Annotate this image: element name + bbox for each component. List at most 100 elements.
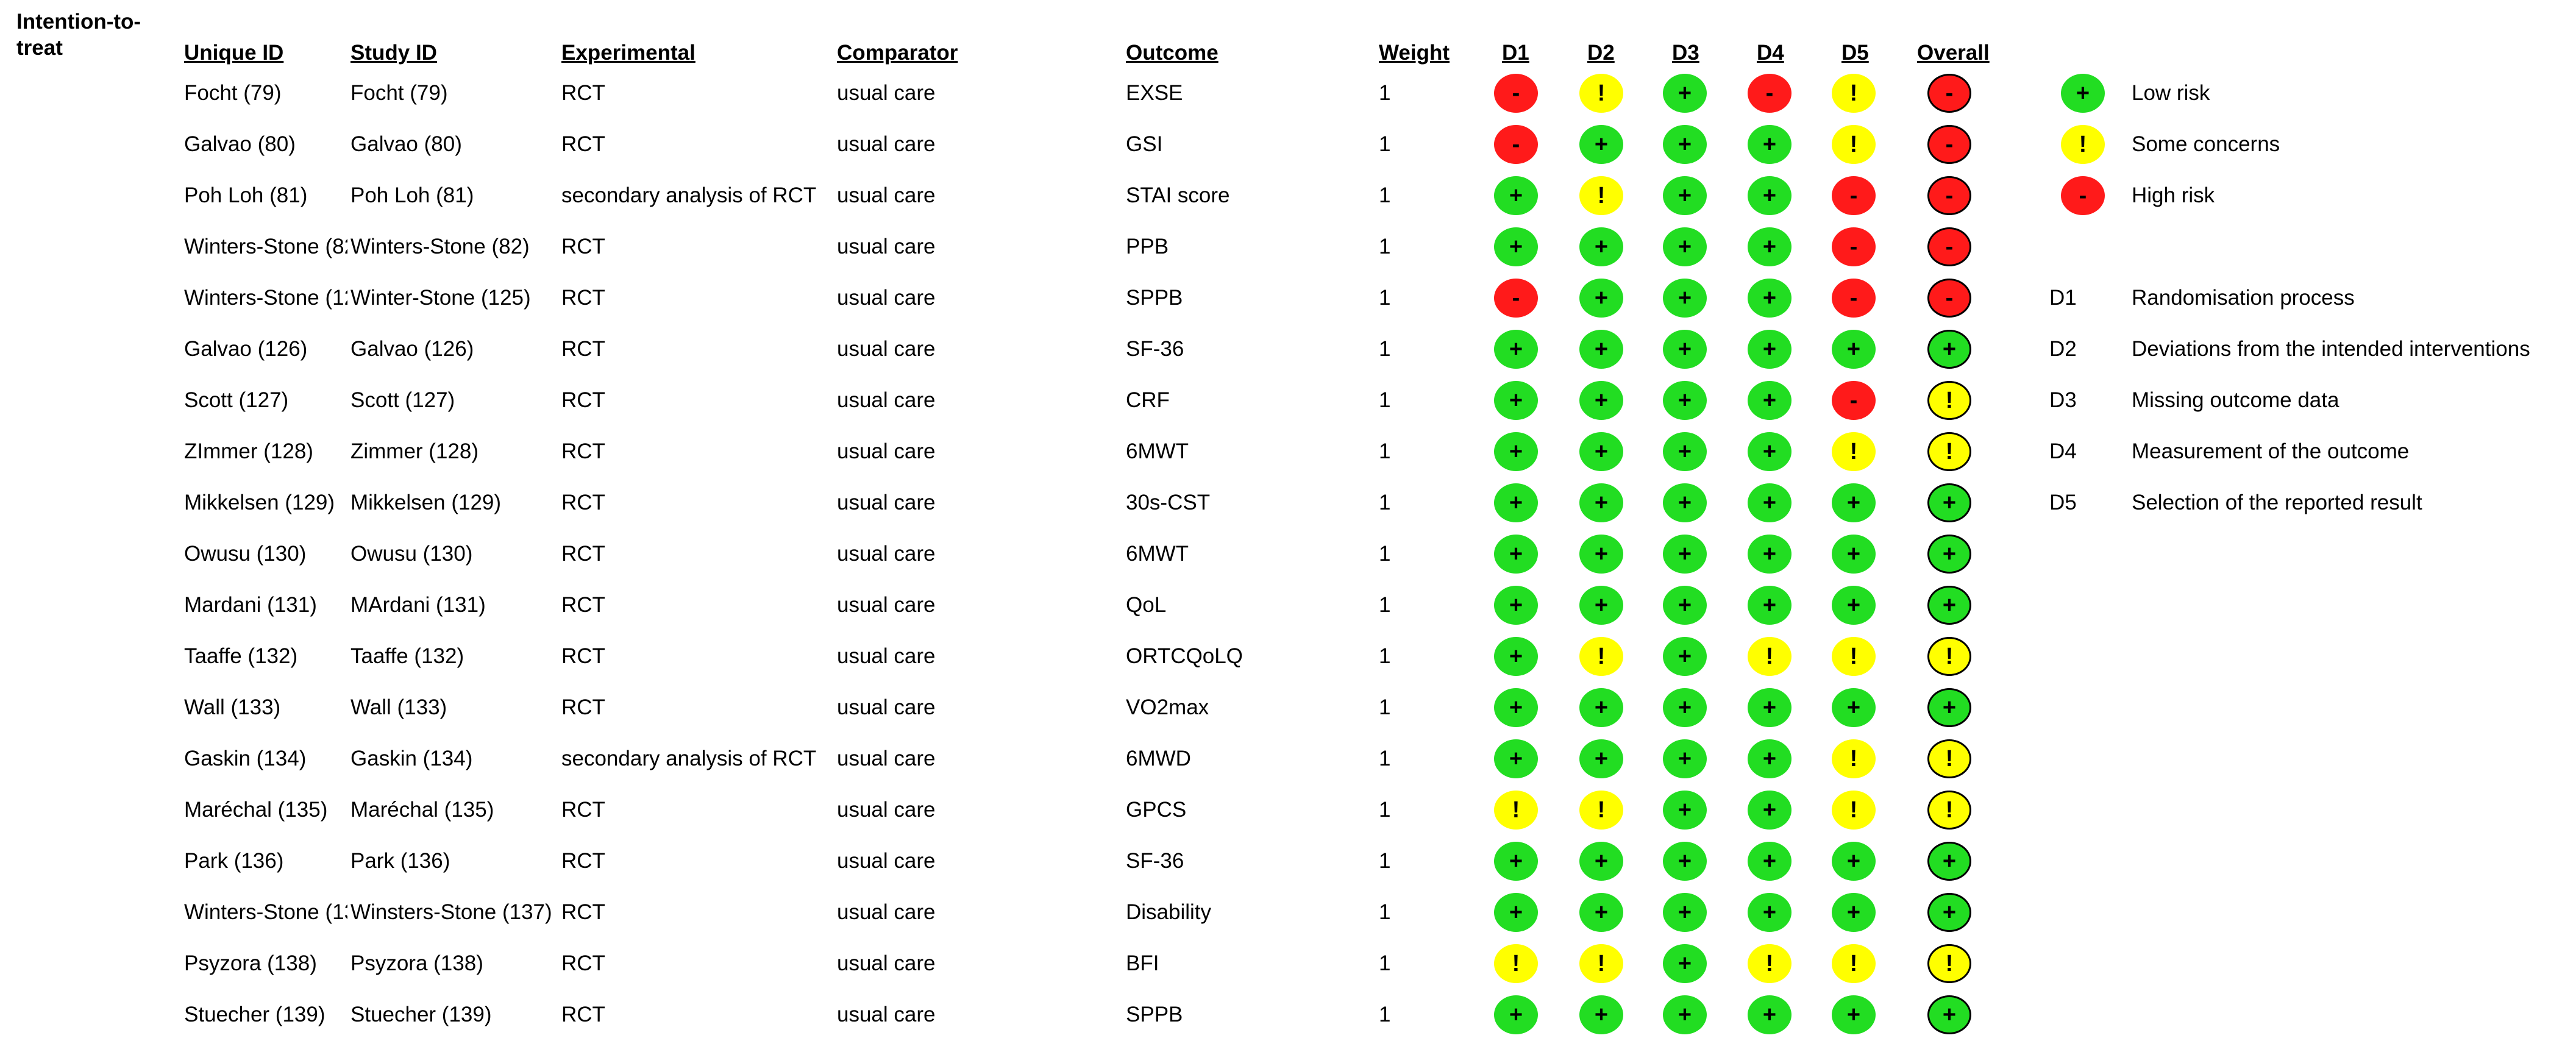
- header-d5: D5: [1841, 41, 1869, 65]
- weight-cell: 1: [1379, 388, 1391, 412]
- d2-judgement-icon: !: [1579, 74, 1623, 113]
- experimental-cell: RCT: [561, 388, 605, 412]
- weight-cell: 1: [1379, 132, 1391, 156]
- study-id-cell: Taaffe (132): [350, 644, 464, 668]
- d1-judgement-icon: +: [1494, 176, 1538, 215]
- unique-id-cell: Gaskin (134): [184, 747, 307, 770]
- experimental-cell: RCT: [561, 900, 605, 924]
- weight-cell: 1: [1379, 798, 1391, 822]
- d2-judgement-icon: +: [1579, 535, 1623, 574]
- d4-judgement-icon: +: [1748, 791, 1791, 830]
- outcome-cell: GSI: [1126, 132, 1163, 156]
- d4-judgement-icon: +: [1748, 842, 1791, 881]
- experimental-cell: RCT: [561, 951, 605, 975]
- unique-id-cell: Winters-Stone (125): [184, 286, 347, 310]
- overall-judgement-icon: !: [1927, 381, 1971, 420]
- header-d1: D1: [1502, 41, 1529, 65]
- d5-judgement-icon: +: [1832, 483, 1876, 522]
- study-id-cell: Owusu (130): [350, 542, 473, 566]
- overall-judgement-icon: -: [1927, 176, 1971, 215]
- comparator-cell: usual care: [837, 81, 936, 105]
- d5-judgement-icon: +: [1832, 842, 1876, 881]
- overall-judgement-icon: !: [1927, 432, 1971, 471]
- header-comparator: Comparator: [837, 41, 958, 65]
- experimental-cell: RCT: [561, 695, 605, 719]
- comparator-cell: usual care: [837, 798, 936, 822]
- d3-judgement-icon: +: [1663, 791, 1707, 830]
- study-id-cell: Maréchal (135): [350, 798, 494, 822]
- unique-id-cell: Poh Loh (81): [184, 183, 308, 207]
- d5-judgement-icon: !: [1832, 125, 1876, 164]
- d4-judgement-icon: +: [1748, 483, 1791, 522]
- overall-judgement-icon: !: [1927, 944, 1971, 983]
- legend-judgement-label: High risk: [2132, 183, 2215, 207]
- legend-judgement-label: Low risk: [2132, 81, 2210, 105]
- header-d2: D2: [1587, 41, 1615, 65]
- outcome-cell: CRF: [1126, 388, 1170, 412]
- legend-domain-label: Measurement of the outcome: [2132, 439, 2410, 463]
- unique-id-cell: Scott (127): [184, 388, 289, 412]
- d5-judgement-icon: !: [1832, 944, 1876, 983]
- outcome-cell: SF-36: [1126, 849, 1184, 873]
- d1-judgement-icon: +: [1494, 432, 1538, 471]
- d1-judgement-icon: +: [1494, 381, 1538, 420]
- d2-judgement-icon: !: [1579, 176, 1623, 215]
- d3-judgement-icon: +: [1663, 739, 1707, 778]
- header-d4: D4: [1757, 41, 1784, 65]
- d1-judgement-icon: +: [1494, 688, 1538, 727]
- legend-domain-code: D4: [2049, 439, 2077, 463]
- outcome-cell: GPCS: [1126, 798, 1187, 822]
- unique-id-cell: ZImmer (128): [184, 439, 313, 463]
- comparator-cell: usual care: [837, 593, 936, 617]
- study-id-cell: Poh Loh (81): [350, 183, 474, 207]
- d4-judgement-icon: +: [1748, 688, 1791, 727]
- d5-judgement-icon: -: [1832, 176, 1876, 215]
- d5-judgement-icon: -: [1832, 227, 1876, 266]
- unique-id-cell: Galvao (126): [184, 337, 308, 361]
- d1-judgement-icon: -: [1494, 125, 1538, 164]
- overall-judgement-icon: +: [1927, 586, 1971, 625]
- weight-cell: 1: [1379, 235, 1391, 258]
- d2-judgement-icon: !: [1579, 944, 1623, 983]
- header-outcome: Outcome: [1126, 41, 1219, 65]
- weight-cell: 1: [1379, 593, 1391, 617]
- d1-judgement-icon: +: [1494, 535, 1538, 574]
- study-id-cell: Galvao (80): [350, 132, 462, 156]
- study-id-cell: Galvao (126): [350, 337, 474, 361]
- outcome-cell: PPB: [1126, 235, 1169, 258]
- legend-domain-label: Selection of the reported result: [2132, 491, 2422, 514]
- d2-judgement-icon: !: [1579, 791, 1623, 830]
- outcome-cell: Disability: [1126, 900, 1212, 924]
- weight-cell: 1: [1379, 695, 1391, 719]
- weight-cell: 1: [1379, 337, 1391, 361]
- comparator-cell: usual care: [837, 849, 936, 873]
- d5-judgement-icon: +: [1832, 995, 1876, 1034]
- comparator-cell: usual care: [837, 542, 936, 566]
- weight-cell: 1: [1379, 644, 1391, 668]
- weight-cell: 1: [1379, 81, 1391, 105]
- experimental-cell: RCT: [561, 81, 605, 105]
- d2-judgement-icon: +: [1579, 842, 1623, 881]
- unique-id-cell: Park (136): [184, 849, 284, 873]
- experimental-cell: RCT: [561, 593, 605, 617]
- outcome-cell: BFI: [1126, 951, 1159, 975]
- d3-judgement-icon: +: [1663, 330, 1707, 369]
- legend-some-icon: !: [2061, 125, 2105, 164]
- weight-cell: 1: [1379, 183, 1391, 207]
- d5-judgement-icon: +: [1832, 586, 1876, 625]
- d1-judgement-icon: +: [1494, 637, 1538, 676]
- experimental-cell: RCT: [561, 132, 605, 156]
- comparator-cell: usual care: [837, 951, 936, 975]
- outcome-cell: 6MWD: [1126, 747, 1191, 770]
- unique-id-cell: Owusu (130): [184, 542, 307, 566]
- experimental-cell: RCT: [561, 1003, 605, 1026]
- d4-judgement-icon: +: [1748, 739, 1791, 778]
- overall-judgement-icon: +: [1927, 893, 1971, 932]
- overall-judgement-icon: -: [1927, 227, 1971, 266]
- comparator-cell: usual care: [837, 388, 936, 412]
- d4-judgement-icon: +: [1748, 381, 1791, 420]
- header-d3: D3: [1672, 41, 1699, 65]
- study-id-cell: Park (136): [350, 849, 450, 873]
- study-id-cell: Winter-Stone (125): [350, 286, 531, 310]
- experimental-cell: RCT: [561, 235, 605, 258]
